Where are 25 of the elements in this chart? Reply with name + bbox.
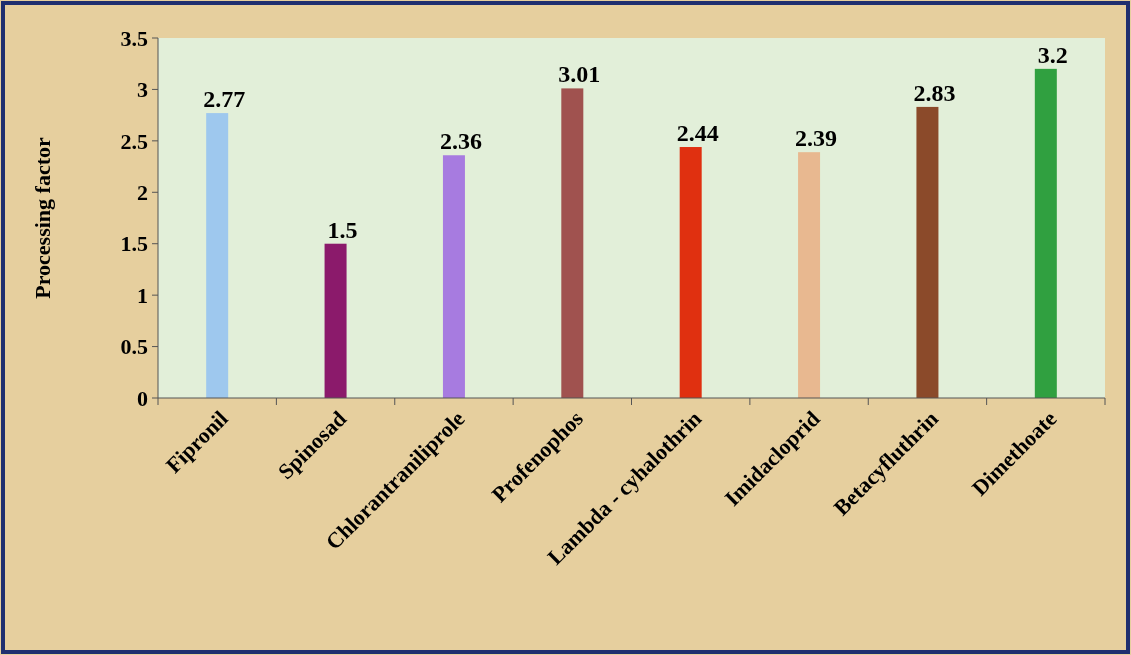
bar [206,113,229,398]
bar [679,147,702,398]
y-tick-label: 1 [137,282,148,308]
data-label: 2.83 [913,79,956,106]
y-tick-label: 2 [137,179,148,205]
y-tick-label: 3 [137,77,148,103]
y-tick-label: 2.5 [120,128,148,154]
data-label: 2.36 [439,128,482,155]
y-tick-label: 0.5 [120,334,148,360]
bar [324,243,347,398]
bar [798,152,821,398]
data-label: 1.5 [327,216,358,243]
data-label: 2.39 [795,125,838,152]
y-axis-title: Processing factor [30,137,55,299]
y-tick-label: 1.5 [120,231,148,257]
data-label: 3.01 [558,61,601,88]
bar [442,155,465,398]
data-label: 2.44 [676,120,719,147]
bar [916,106,939,398]
bar [1034,68,1057,398]
y-tick-label: 3.5 [120,25,148,51]
bar [561,88,584,398]
data-label: 3.2 [1037,41,1068,68]
data-label: 2.77 [203,86,246,113]
y-tick-label: 0 [137,385,148,411]
